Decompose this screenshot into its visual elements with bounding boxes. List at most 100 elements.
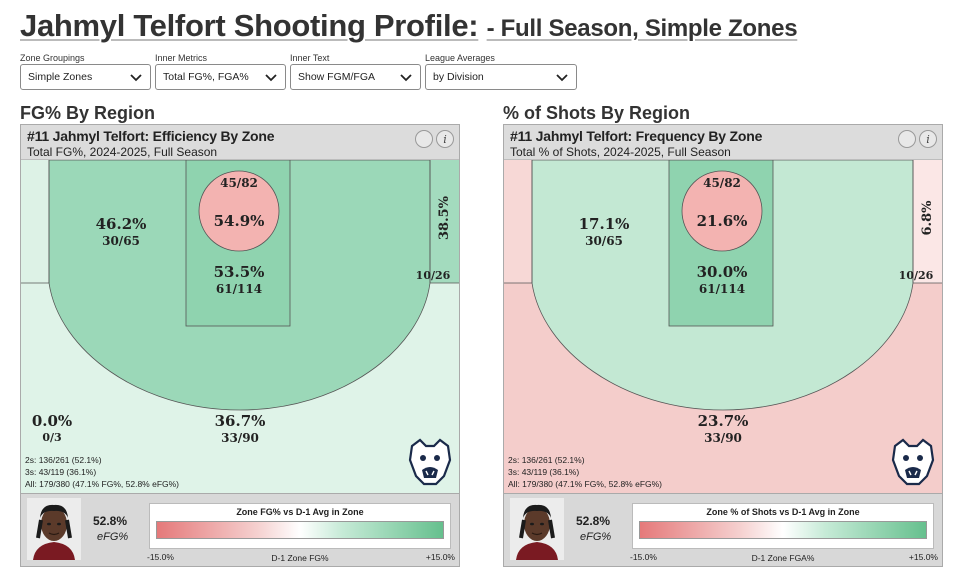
mid-pct: 17.1% [579, 215, 630, 233]
zone-groupings-control: Zone Groupings Simple Zones [20, 53, 151, 90]
color-scale: Zone FG% vs D-1 Avg in Zone [149, 503, 451, 549]
card-header: #11 Jahmyl Telfort: Efficiency By Zone T… [21, 125, 459, 160]
panel-heading: FG% By Region [20, 103, 156, 123]
card-subtitle: Total % of Shots, 2024-2025, Full Season [510, 145, 731, 159]
zone-corner-right [430, 160, 459, 283]
efg-label: eFG% [580, 531, 612, 543]
three-pct: 36.7% [215, 412, 266, 430]
inner-metrics-select[interactable]: Total FG%, FGA% [155, 64, 286, 90]
zone-corner-left [21, 160, 49, 283]
toggle-icon[interactable] [898, 130, 916, 148]
inner-text-select[interactable]: Show FGM/FGA [290, 64, 421, 90]
summary-threes: 3s: 43/119 (36.1%) [508, 467, 580, 477]
info-icon[interactable]: i [436, 130, 454, 148]
bulldog-logo-icon [408, 438, 452, 486]
scale-min-label: -15.0% [147, 552, 174, 562]
efg-value: 52.8% [93, 514, 128, 528]
three-pct: 23.7% [698, 412, 749, 430]
efg-label: eFG% [97, 531, 129, 543]
court-chart: 45/82 21.6% 30.0% 61/114 17.1% 30/65 6.8… [504, 160, 942, 493]
zone-groupings-label: Zone Groupings [20, 53, 85, 63]
chevron-down-icon [400, 74, 412, 82]
shot-summary: 2s: 136/261 (52.1%) 3s: 43/119 (36.1%) A… [508, 454, 662, 490]
inner-text-label: Inner Text [290, 53, 330, 63]
paint-pct: 30.0% [697, 263, 748, 281]
league-averages-control: League Averages by Division [425, 53, 577, 90]
scale-title: Zone % of Shots vs D-1 Avg in Zone [706, 507, 860, 517]
corner-left-frac: 0/3 [42, 431, 61, 444]
legend-area: 52.8% eFG% Zone % of Shots vs D-1 Avg in… [504, 493, 942, 566]
mid-frac: 30/65 [102, 234, 140, 248]
league-averages-select[interactable]: by Division [425, 64, 577, 90]
inner-metrics-label: Inner Metrics [155, 53, 208, 63]
filter-controls: Zone Groupings Simple Zones Inner Metric… [20, 53, 577, 90]
inner-metrics-control: Inner Metrics Total FG%, FGA% [155, 53, 286, 90]
card-title: #11 Jahmyl Telfort: Frequency By Zone [510, 128, 763, 144]
chevron-down-icon [265, 74, 277, 82]
panel-heading: % of Shots By Region [503, 103, 691, 123]
scale-max-label: +15.0% [908, 552, 938, 562]
rim-frac: 45/82 [703, 176, 741, 190]
shot-summary: 2s: 136/261 (52.1%) 3s: 43/119 (36.1%) A… [25, 454, 179, 490]
paint-frac: 61/114 [216, 282, 262, 296]
frequency-card: #11 Jahmyl Telfort: Frequency By Zone To… [503, 124, 943, 567]
zone-groupings-select[interactable]: Simple Zones [20, 64, 151, 90]
inner-metrics-value: Total FG%, FGA% [163, 71, 249, 83]
page-title: Jahmyl Telfort Shooting Profile: - Full … [20, 8, 798, 44]
three-frac: 33/90 [221, 431, 259, 445]
mid-frac: 30/65 [585, 234, 623, 248]
paint-pct: 53.5% [214, 263, 265, 281]
zone-corner-right [913, 160, 942, 283]
card-title: #11 Jahmyl Telfort: Efficiency By Zone [27, 128, 275, 144]
frequency-panel: % of Shots By Region #11 Jahmyl Telfort:… [503, 103, 943, 567]
league-averages-label: League Averages [425, 53, 495, 63]
zone-corner-left [504, 160, 532, 283]
scale-axis-label: D-1 Zone FGA% [751, 553, 815, 563]
player-photo-icon [510, 498, 564, 560]
scale-title: Zone FG% vs D-1 Avg in Zone [236, 507, 364, 517]
player-photo-icon [27, 498, 81, 560]
bulldog-logo-icon [891, 438, 935, 486]
efficiency-panel: FG% By Region #11 Jahmyl Telfort: Effici… [20, 103, 460, 567]
paint-frac: 61/114 [699, 282, 745, 296]
corner-left-pct: 0.0% [32, 412, 72, 430]
summary-twos: 2s: 136/261 (52.1%) [25, 455, 102, 465]
page-title-main: Jahmyl Telfort Shooting Profile: [20, 8, 479, 43]
inner-text-value: Show FGM/FGA [298, 71, 376, 83]
rim-pct: 21.6% [697, 212, 748, 230]
zone-rim [198, 170, 280, 252]
court-chart: 45/82 54.9% 53.5% 61/114 46.2% 30/65 38.… [21, 160, 459, 493]
page-title-sub: - Full Season, Simple Zones [486, 15, 798, 42]
rim-pct: 54.9% [214, 212, 265, 230]
summary-all: All: 179/380 (47.1% FG%, 52.8% eFG%) [508, 479, 663, 489]
toggle-icon[interactable] [415, 130, 433, 148]
scale-gradient-bar [639, 521, 927, 539]
efficiency-card: #11 Jahmyl Telfort: Efficiency By Zone T… [20, 124, 460, 567]
rim-frac: 45/82 [220, 176, 258, 190]
corner-right-pct: 6.8% [920, 200, 935, 236]
zone-rim [681, 170, 763, 252]
three-frac: 33/90 [704, 431, 742, 445]
inner-text-control: Inner Text Show FGM/FGA [290, 53, 421, 90]
mid-pct: 46.2% [96, 215, 147, 233]
chevron-down-icon [130, 74, 142, 82]
corner-right-frac: 10/26 [416, 269, 451, 282]
scale-axis-label: D-1 Zone FG% [271, 553, 329, 563]
chevron-down-icon [556, 74, 568, 82]
card-header: #11 Jahmyl Telfort: Frequency By Zone To… [504, 125, 942, 160]
efg-value: 52.8% [576, 514, 611, 528]
summary-threes: 3s: 43/119 (36.1%) [25, 467, 97, 477]
scale-min-label: -15.0% [630, 552, 657, 562]
corner-right-pct: 38.5% [437, 195, 452, 240]
legend-area: 52.8% eFG% Zone FG% vs D-1 Avg in Zone -… [21, 493, 459, 566]
zone-groupings-value: Simple Zones [28, 71, 93, 83]
scale-gradient-bar [156, 521, 444, 539]
card-subtitle: Total FG%, 2024-2025, Full Season [27, 145, 218, 159]
summary-all: All: 179/380 (47.1% FG%, 52.8% eFG%) [25, 479, 180, 489]
color-scale: Zone % of Shots vs D-1 Avg in Zone [632, 503, 934, 549]
info-icon[interactable]: i [919, 130, 937, 148]
scale-max-label: +15.0% [425, 552, 455, 562]
league-averages-value: by Division [433, 71, 484, 83]
corner-right-frac: 10/26 [899, 269, 934, 282]
summary-twos: 2s: 136/261 (52.1%) [508, 455, 585, 465]
